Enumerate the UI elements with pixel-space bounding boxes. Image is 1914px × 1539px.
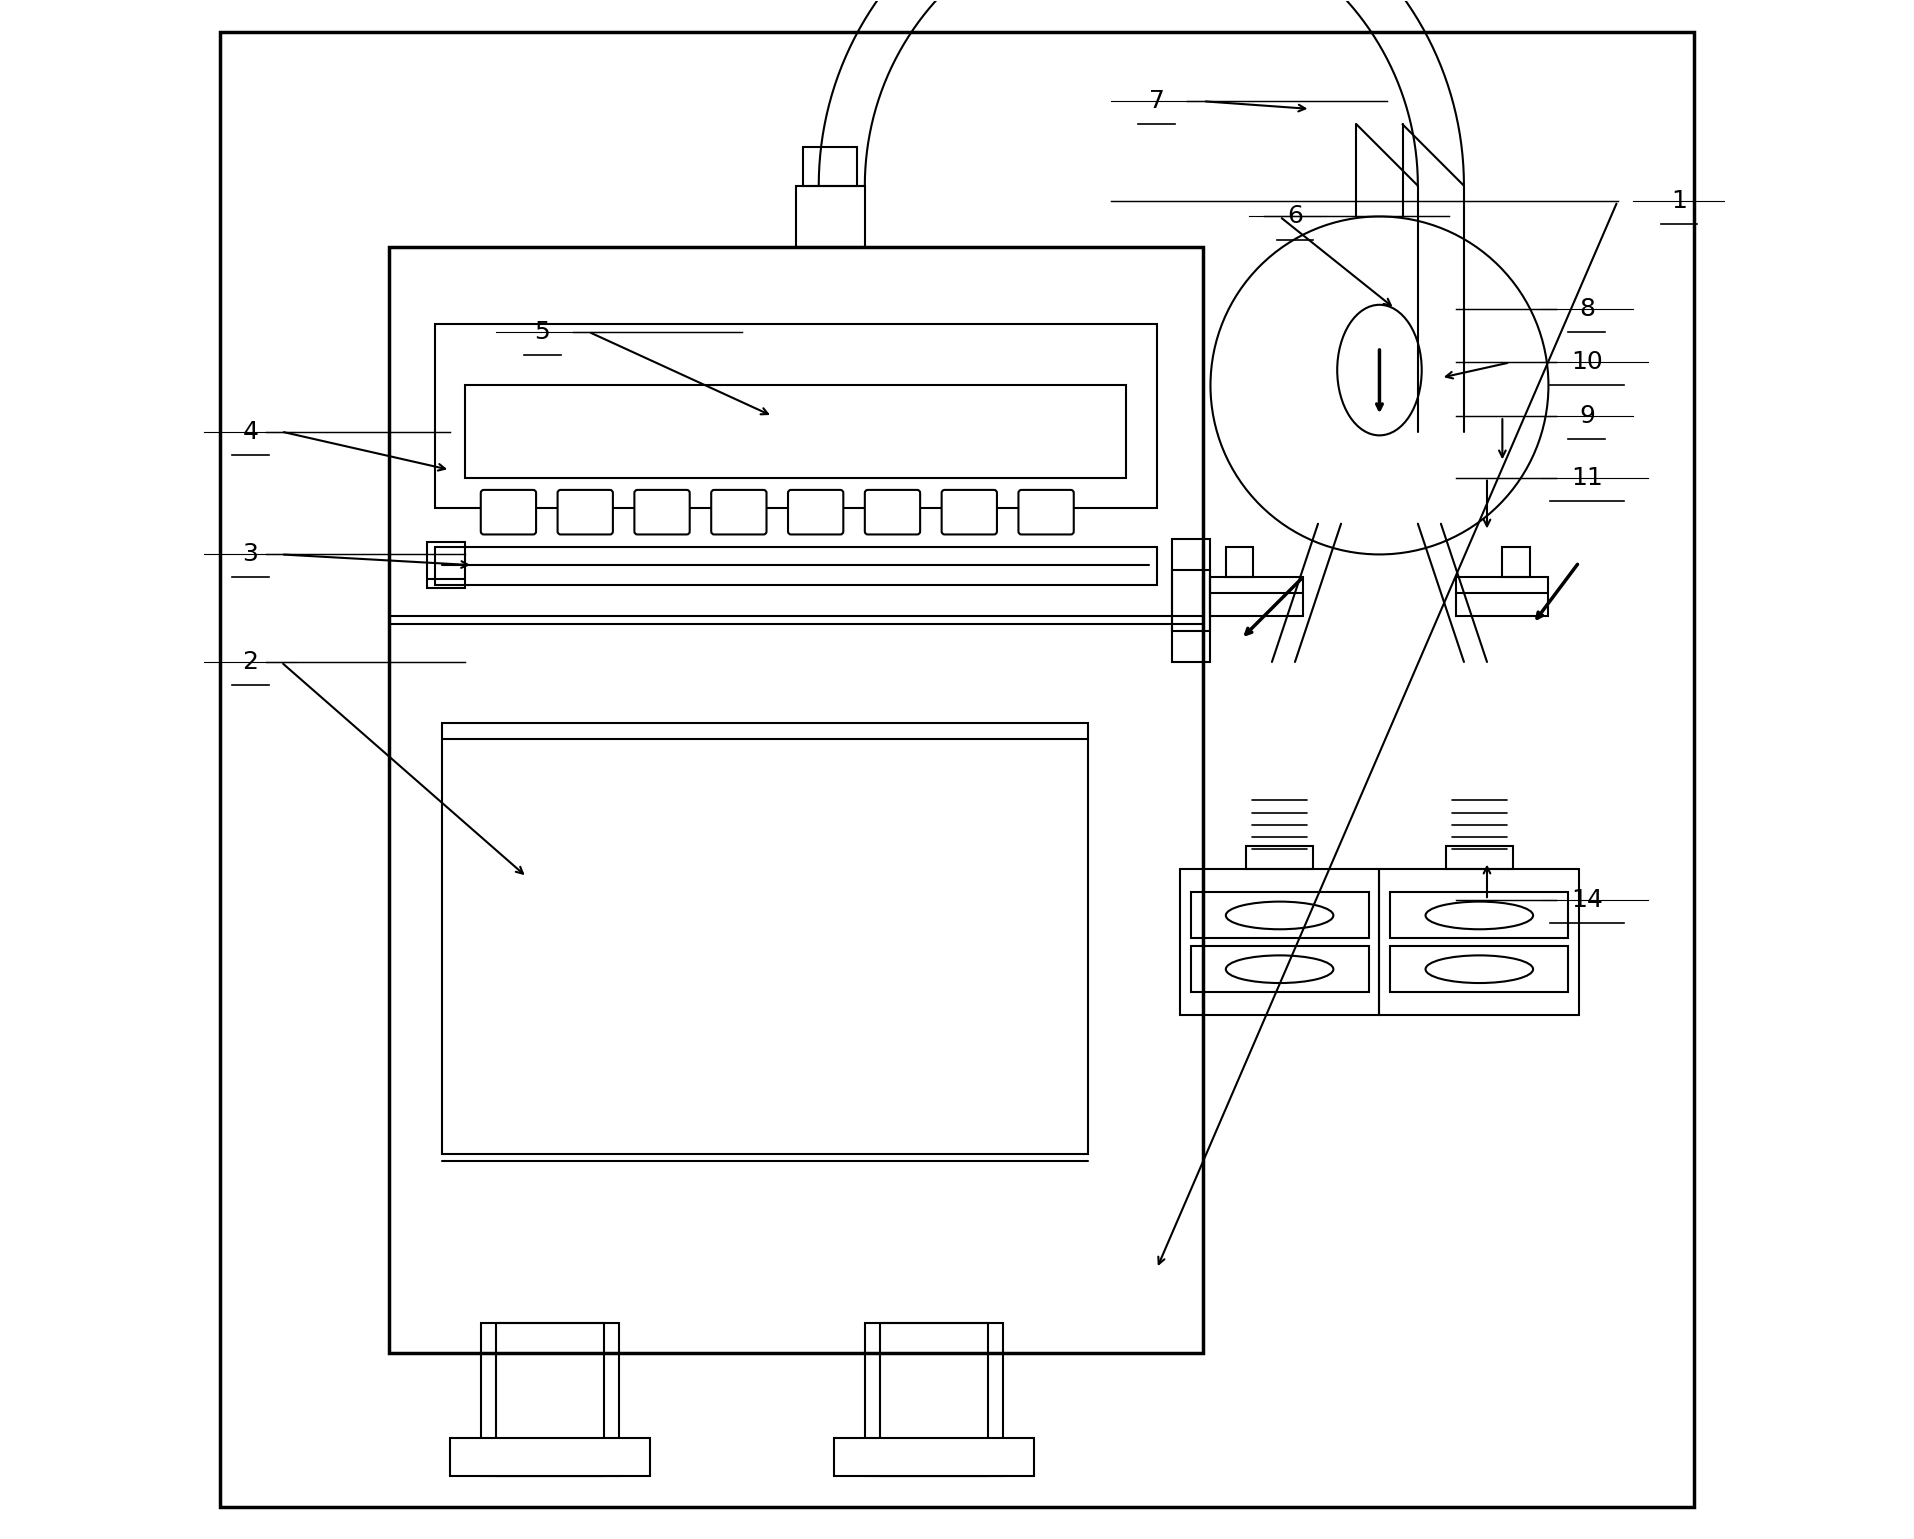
- FancyBboxPatch shape: [865, 489, 921, 534]
- Ellipse shape: [1426, 956, 1533, 983]
- Text: 8: 8: [1579, 297, 1594, 320]
- Ellipse shape: [1426, 902, 1533, 930]
- Text: 5: 5: [534, 320, 549, 343]
- Text: 1: 1: [1671, 189, 1686, 212]
- Text: 11: 11: [1571, 466, 1602, 489]
- Ellipse shape: [1338, 305, 1422, 436]
- Bar: [1171, 539, 1210, 631]
- Bar: [427, 542, 465, 588]
- Bar: [1445, 846, 1514, 870]
- Bar: [865, 1322, 1003, 1476]
- Bar: [1246, 846, 1313, 870]
- Bar: [1171, 569, 1210, 662]
- Bar: [389, 248, 1202, 1353]
- Bar: [1210, 577, 1303, 616]
- Bar: [1457, 577, 1548, 616]
- Bar: [1390, 946, 1568, 993]
- Bar: [1390, 893, 1568, 939]
- Text: 7: 7: [1148, 89, 1164, 114]
- Bar: [835, 1437, 1034, 1476]
- Bar: [1380, 870, 1579, 1016]
- Bar: [450, 1437, 649, 1476]
- Text: 9: 9: [1579, 405, 1594, 428]
- Bar: [796, 186, 865, 248]
- Bar: [804, 148, 857, 186]
- Text: 10: 10: [1571, 351, 1602, 374]
- FancyBboxPatch shape: [942, 489, 997, 534]
- Text: 2: 2: [243, 649, 258, 674]
- Bar: [1191, 893, 1369, 939]
- Bar: [1179, 870, 1380, 1016]
- Bar: [442, 723, 1087, 1154]
- FancyBboxPatch shape: [557, 489, 612, 534]
- FancyBboxPatch shape: [480, 489, 536, 534]
- Bar: [434, 325, 1156, 508]
- FancyBboxPatch shape: [789, 489, 844, 534]
- Circle shape: [1210, 217, 1548, 554]
- FancyBboxPatch shape: [712, 489, 766, 534]
- Text: 6: 6: [1286, 205, 1303, 228]
- Text: 3: 3: [243, 542, 258, 566]
- Bar: [1225, 546, 1254, 577]
- Bar: [880, 1322, 988, 1476]
- Bar: [480, 1322, 618, 1476]
- Ellipse shape: [1225, 956, 1334, 983]
- Bar: [434, 546, 1156, 585]
- Text: 14: 14: [1571, 888, 1602, 913]
- FancyBboxPatch shape: [634, 489, 689, 534]
- Bar: [1502, 546, 1529, 577]
- Bar: [465, 385, 1125, 477]
- Text: 4: 4: [243, 420, 258, 443]
- Bar: [496, 1322, 603, 1476]
- Bar: [1191, 946, 1369, 993]
- Ellipse shape: [1225, 902, 1334, 930]
- FancyBboxPatch shape: [1018, 489, 1074, 534]
